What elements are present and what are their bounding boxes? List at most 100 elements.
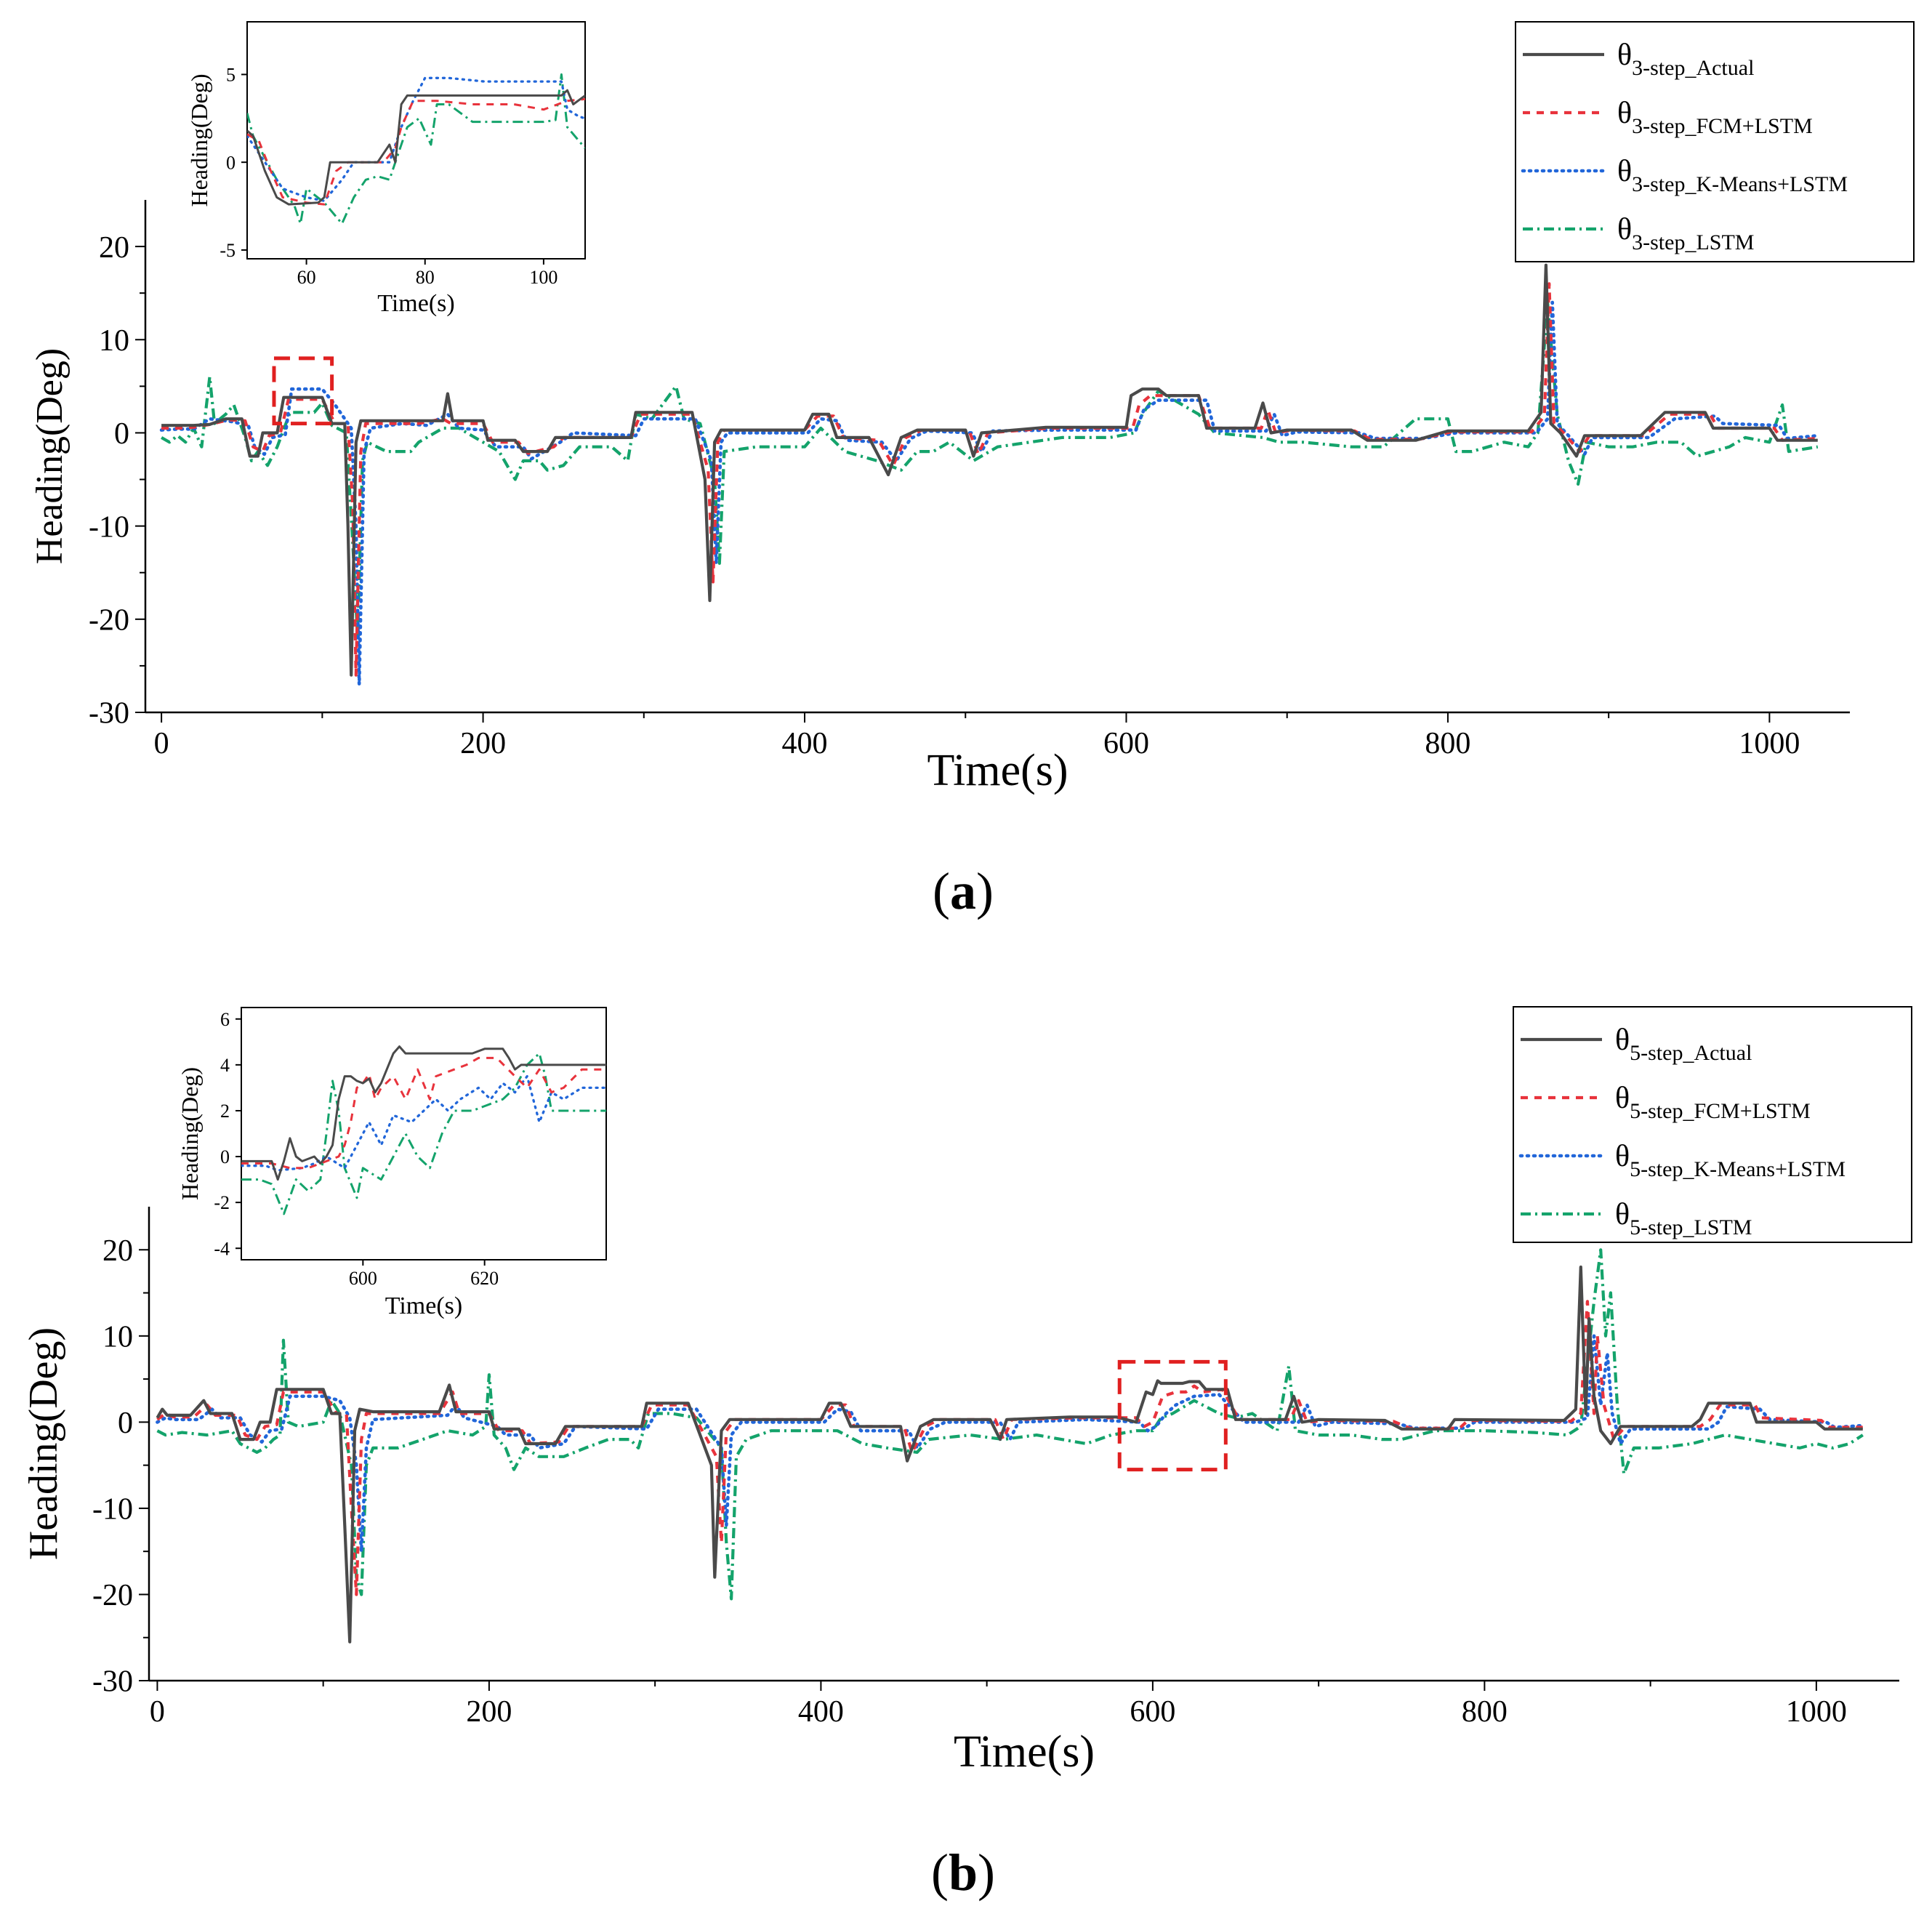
legend-symbol: θ [1617, 213, 1632, 246]
series-line-actual [161, 263, 1818, 677]
series-line-kmeans [241, 1074, 606, 1172]
series-line-actual [241, 1045, 606, 1181]
x-tick-label: 800 [1425, 727, 1470, 760]
x-tick-label: 600 [1130, 1695, 1175, 1729]
x-tick-label: 800 [1462, 1695, 1508, 1729]
zoom-region-box [1117, 1359, 1228, 1472]
y-tick-label: -5 [220, 240, 236, 261]
series-group [247, 73, 585, 225]
y-tick-label: 4 [220, 1055, 230, 1076]
legend-subscript: 5-step_FCM+LSTM [1630, 1099, 1811, 1123]
y-tick-label: 0 [220, 1146, 230, 1167]
y-tick-label: 0 [118, 1407, 133, 1440]
series-line-lstm [161, 300, 1819, 640]
y-axis-label: Heading(Deg) [21, 1327, 66, 1560]
x-axis-label: Time(s) [377, 290, 454, 317]
y-tick-label: 6 [220, 1009, 230, 1030]
y-tick-label: 20 [99, 231, 129, 265]
x-tick-label: 200 [460, 727, 506, 760]
y-tick-label: -20 [92, 1579, 133, 1612]
x-tick-label: 0 [154, 727, 169, 760]
x-tick-label: 600 [349, 1268, 377, 1289]
series-line-fcm [161, 282, 1818, 677]
legend-subscript: 3-step_Actual [1632, 56, 1754, 80]
series-group [156, 1248, 1865, 1644]
series-line-kmeans [156, 1334, 1865, 1553]
y-tick-label: 20 [102, 1234, 133, 1268]
legend-symbol: θ [1617, 155, 1632, 188]
legend-label-actual: θ3-step_Actual [1617, 39, 1754, 80]
y-tick-label: 10 [102, 1321, 133, 1354]
y-tick-label: 0 [226, 152, 236, 173]
x-tick-label: 0 [150, 1695, 165, 1729]
x-axis-label: Time(s) [954, 1727, 1095, 1777]
y-tick-label: -20 [89, 604, 129, 638]
legend: θ5-step_Actualθ5-step_FCM+LSTMθ5-step_K-… [1513, 1006, 1912, 1243]
legend-label-kmeans: θ3-step_K-Means+LSTM [1617, 155, 1848, 196]
x-tick-label: 1000 [1739, 727, 1800, 760]
legend: θ3-step_Actualθ3-step_FCM+LSTMθ3-step_K-… [1515, 21, 1915, 262]
legend-symbol: θ [1615, 1024, 1630, 1057]
legend-symbol: θ [1615, 1082, 1630, 1115]
inset-frame [246, 21, 586, 260]
series-group [159, 263, 1820, 686]
x-tick-label: 620 [470, 1268, 499, 1289]
legend-label-actual: θ5-step_Actual [1615, 1024, 1752, 1065]
legend-label-kmeans: θ5-step_K-Means+LSTM [1615, 1140, 1846, 1181]
legend-subscript: 3-step_LSTM [1632, 230, 1754, 254]
legend-symbol: θ [1615, 1198, 1630, 1231]
y-tick-label: -30 [92, 1665, 133, 1699]
legend-symbol: θ [1617, 39, 1632, 72]
x-tick-label: 400 [782, 727, 828, 760]
legend-subscript: 5-step_K-Means+LSTM [1630, 1157, 1846, 1181]
series-line-lstm [241, 1052, 606, 1215]
y-tick-label: 0 [114, 417, 129, 451]
x-tick-label: 600 [1103, 727, 1149, 760]
y-tick-label: -4 [214, 1238, 230, 1259]
legend-label-fcm: θ5-step_FCM+LSTM [1615, 1082, 1811, 1123]
x-axis-label: Time(s) [385, 1292, 462, 1319]
series-line-kmeans [247, 76, 585, 202]
series-line-fcm [156, 1300, 1863, 1596]
zoom-region-box [272, 356, 334, 426]
y-tick-label: -30 [89, 697, 129, 731]
legend-symbol: θ [1615, 1140, 1630, 1173]
panel-b-letter: b [948, 1843, 978, 1902]
panel-a-label: (a) [933, 862, 994, 920]
y-tick-label: 5 [226, 65, 236, 86]
legend-subscript: 3-step_FCM+LSTM [1632, 114, 1813, 138]
legend-symbol: θ [1617, 97, 1632, 130]
legend-subscript: 5-step_LSTM [1630, 1215, 1752, 1239]
legend-label-lstm: θ5-step_LSTM [1615, 1198, 1752, 1239]
legend-box [1513, 1006, 1912, 1243]
x-tick-label: 200 [466, 1695, 512, 1729]
inset-frame [241, 1007, 607, 1260]
x-tick-label: 60 [297, 267, 316, 288]
series-line-actual [156, 1265, 1863, 1644]
chart-b-inset: 600 620 -4 -2 0 2 4 6 Time(s) Heading(Deg) [177, 1007, 607, 1319]
y-axis-label: Heading(Deg) [177, 1067, 203, 1200]
legend-box [1515, 21, 1915, 262]
chart-b-main: 0 200 400 600 800 1000-30-20-1001020Time(s)He… [21, 1006, 1912, 1777]
legend-label-lstm: θ3-step_LSTM [1617, 213, 1754, 254]
legend-label-fcm: θ3-step_FCM+LSTM [1617, 97, 1813, 138]
series-line-actual [247, 89, 585, 206]
x-tick-label: 80 [416, 267, 435, 288]
y-tick-label: 2 [220, 1101, 230, 1122]
y-tick-label: -10 [92, 1493, 133, 1527]
panel-b-label: (b) [930, 1843, 995, 1902]
y-axis-label: Heading(Deg) [186, 73, 212, 206]
panel-a-letter: a [950, 862, 976, 920]
y-tick-label: -2 [214, 1192, 230, 1213]
legend-subscript: 5-step_Actual [1630, 1041, 1752, 1065]
x-axis-label: Time(s) [927, 746, 1068, 795]
x-tick-label: 1000 [1786, 1695, 1847, 1729]
legend-subscript: 3-step_K-Means+LSTM [1632, 172, 1848, 196]
x-tick-label: 100 [529, 267, 558, 288]
x-tick-label: 400 [798, 1695, 844, 1729]
series-line-kmeans [159, 300, 1820, 686]
y-axis-label: Heading(Deg) [29, 348, 71, 564]
chart-a-inset: 60 80 100 -5 0 5 Time(s) Heading(Deg) [186, 21, 586, 317]
series-line-fcm [241, 1056, 606, 1170]
